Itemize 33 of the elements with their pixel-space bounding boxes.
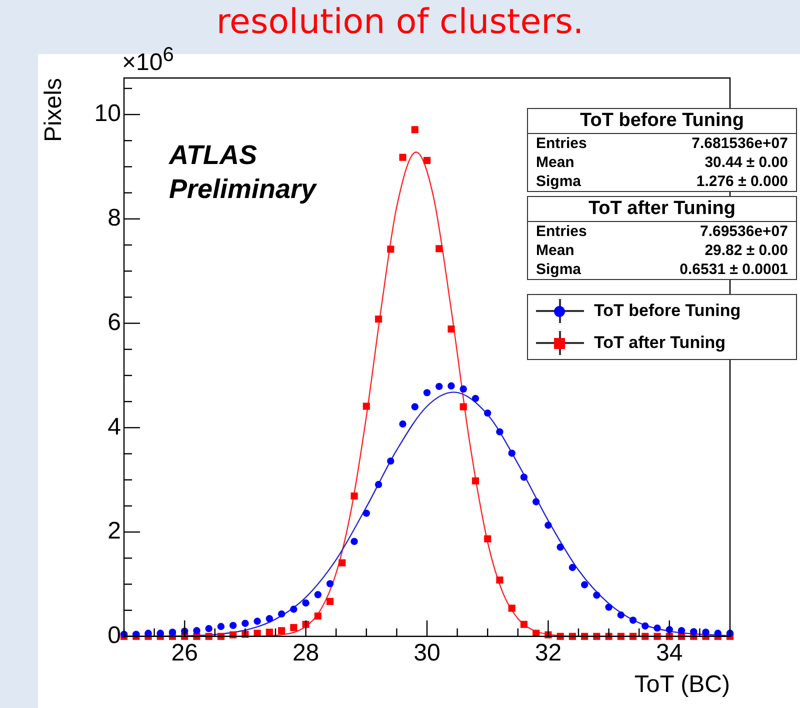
annotation: 30.44 ± 0.00: [704, 154, 788, 171]
annotation: 7.681536e+07: [692, 135, 788, 152]
y-tick-label: 2: [108, 518, 121, 545]
x-tick-label: 32: [534, 639, 562, 666]
annotation: ToT after Tuning: [528, 197, 796, 222]
legend-label: ToT after Tuning: [594, 333, 726, 353]
annotation: Sigma: [536, 173, 582, 190]
y-tick-label: 8: [108, 204, 121, 232]
y-tick-label: 0: [108, 622, 121, 650]
y-tick-label: 6: [108, 308, 121, 336]
y-axis-title: Pixels: [40, 78, 68, 142]
x-tick-label: 30: [414, 639, 440, 666]
y-tick-label: 4: [108, 413, 121, 440]
chart-title: resolution of clusters.: [215, 2, 585, 42]
annotation: Mean: [536, 154, 574, 171]
annotation: Entries: [536, 135, 587, 152]
annotation: 7.69536e+07: [700, 223, 788, 240]
annotation: 29.82 ± 0.00: [704, 242, 788, 259]
annotation: ToT before Tuning: [528, 109, 796, 134]
x-axis-title: ToT (BC): [634, 671, 730, 698]
annotation: Mean: [536, 242, 574, 259]
annotation: Sigma: [536, 261, 582, 278]
y-tick-label: 10: [94, 100, 121, 128]
x-tick-label: 34: [656, 639, 683, 666]
annotation: ATLAS: [169, 140, 257, 170]
text: ×10$^{6}$: [122, 44, 174, 77]
annotation: Preliminary: [169, 174, 316, 204]
annotation: 0.6531 ± 0.0001: [680, 261, 788, 278]
x-tick-label: 26: [171, 639, 198, 666]
x-tick-label: 28: [292, 639, 320, 666]
annotation: Entries: [536, 223, 587, 240]
legend-label: ToT before Tuning: [594, 301, 741, 321]
annotation: 1.276 ± 0.000: [696, 173, 788, 190]
